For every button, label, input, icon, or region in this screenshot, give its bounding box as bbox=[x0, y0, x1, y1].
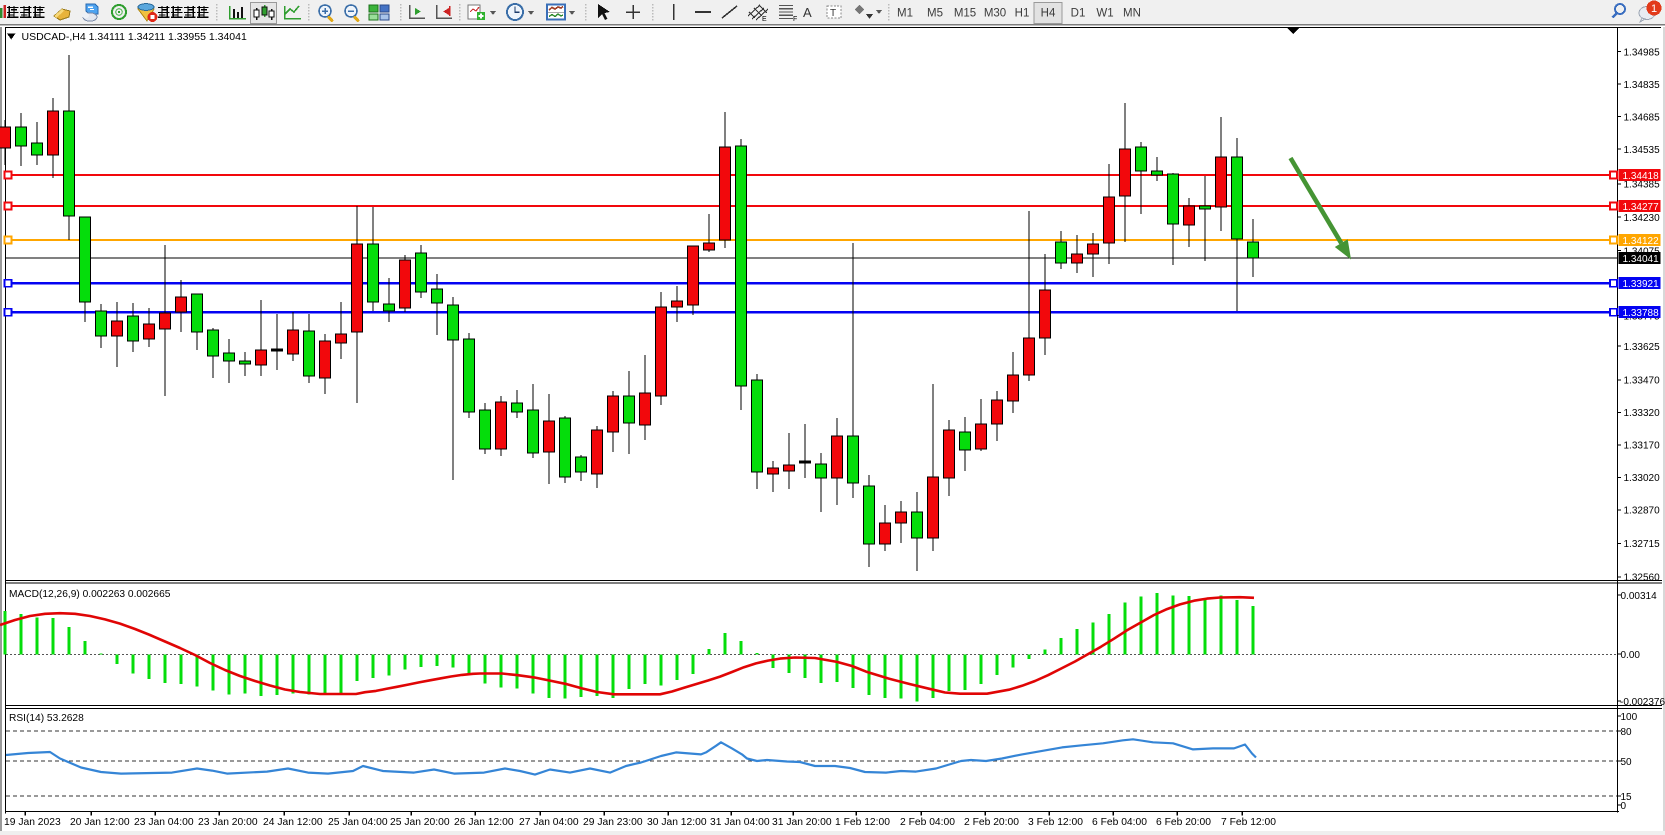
svg-text:29 Jan 23:00: 29 Jan 23:00 bbox=[583, 817, 643, 828]
svg-text:7 Feb 12:00: 7 Feb 12:00 bbox=[1221, 817, 1276, 828]
svg-text:1.34041: 1.34041 bbox=[1623, 254, 1660, 265]
svg-text:1.33320: 1.33320 bbox=[1624, 408, 1661, 419]
svg-text:M5: M5 bbox=[927, 8, 943, 20]
svg-text:15: 15 bbox=[1621, 792, 1633, 803]
svg-text:W1: W1 bbox=[1096, 8, 1113, 20]
svg-text:M15: M15 bbox=[954, 8, 976, 20]
svg-text:A: A bbox=[803, 5, 812, 20]
svg-text:M30: M30 bbox=[984, 8, 1006, 20]
svg-text:31 Jan 04:00: 31 Jan 04:00 bbox=[710, 817, 770, 828]
svg-text:24 Jan 12:00: 24 Jan 12:00 bbox=[263, 817, 323, 828]
svg-text:1.34685: 1.34685 bbox=[1624, 112, 1661, 123]
svg-text:1.34535: 1.34535 bbox=[1624, 145, 1661, 156]
svg-text:25 Jan 20:00: 25 Jan 20:00 bbox=[390, 817, 450, 828]
svg-text:6 Feb 04:00: 6 Feb 04:00 bbox=[1092, 817, 1147, 828]
svg-text:27 Jan 04:00: 27 Jan 04:00 bbox=[519, 817, 579, 828]
svg-text:1.34230: 1.34230 bbox=[1624, 213, 1661, 224]
svg-text:2 Feb 20:00: 2 Feb 20:00 bbox=[964, 817, 1019, 828]
svg-text:25 Jan 04:00: 25 Jan 04:00 bbox=[328, 817, 388, 828]
svg-text:1.34277: 1.34277 bbox=[1623, 202, 1660, 213]
svg-text:1.34385: 1.34385 bbox=[1624, 180, 1661, 191]
svg-text:100: 100 bbox=[1621, 712, 1638, 723]
svg-text:1.32560: 1.32560 bbox=[1624, 573, 1661, 584]
svg-text:23 Jan 04:00: 23 Jan 04:00 bbox=[134, 817, 194, 828]
svg-text:23 Jan 20:00: 23 Jan 20:00 bbox=[198, 817, 258, 828]
svg-text:1.33921: 1.33921 bbox=[1623, 279, 1660, 290]
svg-text:RSI(14) 53.2628: RSI(14) 53.2628 bbox=[9, 713, 84, 724]
svg-text:T: T bbox=[830, 8, 836, 19]
svg-text:F: F bbox=[793, 16, 797, 23]
svg-text:1.33788: 1.33788 bbox=[1623, 308, 1660, 319]
svg-text:-0.002376: -0.002376 bbox=[1620, 697, 1665, 708]
svg-text:USDCAD-,H4 1.34111 1.34211 1.: USDCAD-,H4 1.34111 1.34211 1.33955 1.340… bbox=[22, 31, 247, 43]
svg-text:2 Feb 04:00: 2 Feb 04:00 bbox=[900, 817, 955, 828]
svg-text:0.00: 0.00 bbox=[1621, 650, 1641, 661]
svg-text:1 Feb 12:00: 1 Feb 12:00 bbox=[835, 817, 890, 828]
svg-text:1.33625: 1.33625 bbox=[1624, 342, 1661, 353]
svg-text:1.33470: 1.33470 bbox=[1624, 376, 1661, 387]
svg-text:H1: H1 bbox=[1015, 8, 1030, 20]
svg-text:1.34122: 1.34122 bbox=[1623, 236, 1660, 247]
svg-text:1.34835: 1.34835 bbox=[1624, 80, 1661, 91]
svg-text:E: E bbox=[762, 16, 767, 23]
svg-text:1.34985: 1.34985 bbox=[1624, 47, 1661, 58]
svg-text:80: 80 bbox=[1621, 727, 1633, 738]
svg-text:50: 50 bbox=[1621, 757, 1633, 768]
svg-text:1.34418: 1.34418 bbox=[1623, 171, 1660, 182]
svg-text:D1: D1 bbox=[1071, 8, 1086, 20]
svg-text:19 Jan 2023: 19 Jan 2023 bbox=[4, 817, 61, 828]
svg-text:30 Jan 12:00: 30 Jan 12:00 bbox=[647, 817, 707, 828]
svg-text:M1: M1 bbox=[897, 8, 913, 20]
svg-text:1.33020: 1.33020 bbox=[1624, 473, 1661, 484]
svg-text:1.32870: 1.32870 bbox=[1624, 506, 1661, 517]
svg-text:MN: MN bbox=[1123, 8, 1141, 20]
svg-text:H4: H4 bbox=[1041, 8, 1056, 20]
svg-text:1: 1 bbox=[1651, 3, 1657, 15]
svg-text:3 Feb 12:00: 3 Feb 12:00 bbox=[1028, 817, 1083, 828]
svg-text:1.32715: 1.32715 bbox=[1624, 539, 1661, 550]
svg-text:1.33170: 1.33170 bbox=[1624, 441, 1661, 452]
svg-text:26 Jan 12:00: 26 Jan 12:00 bbox=[454, 817, 514, 828]
svg-text:0: 0 bbox=[1621, 801, 1627, 812]
svg-text:20 Jan 12:00: 20 Jan 12:00 bbox=[70, 817, 130, 828]
svg-text:31 Jan 20:00: 31 Jan 20:00 bbox=[772, 817, 832, 828]
svg-text:0.00314: 0.00314 bbox=[1621, 591, 1658, 602]
svg-text:MACD(12,26,9) 0.002263 0.00266: MACD(12,26,9) 0.002263 0.002665 bbox=[9, 589, 171, 600]
svg-text:6 Feb 20:00: 6 Feb 20:00 bbox=[1156, 817, 1211, 828]
